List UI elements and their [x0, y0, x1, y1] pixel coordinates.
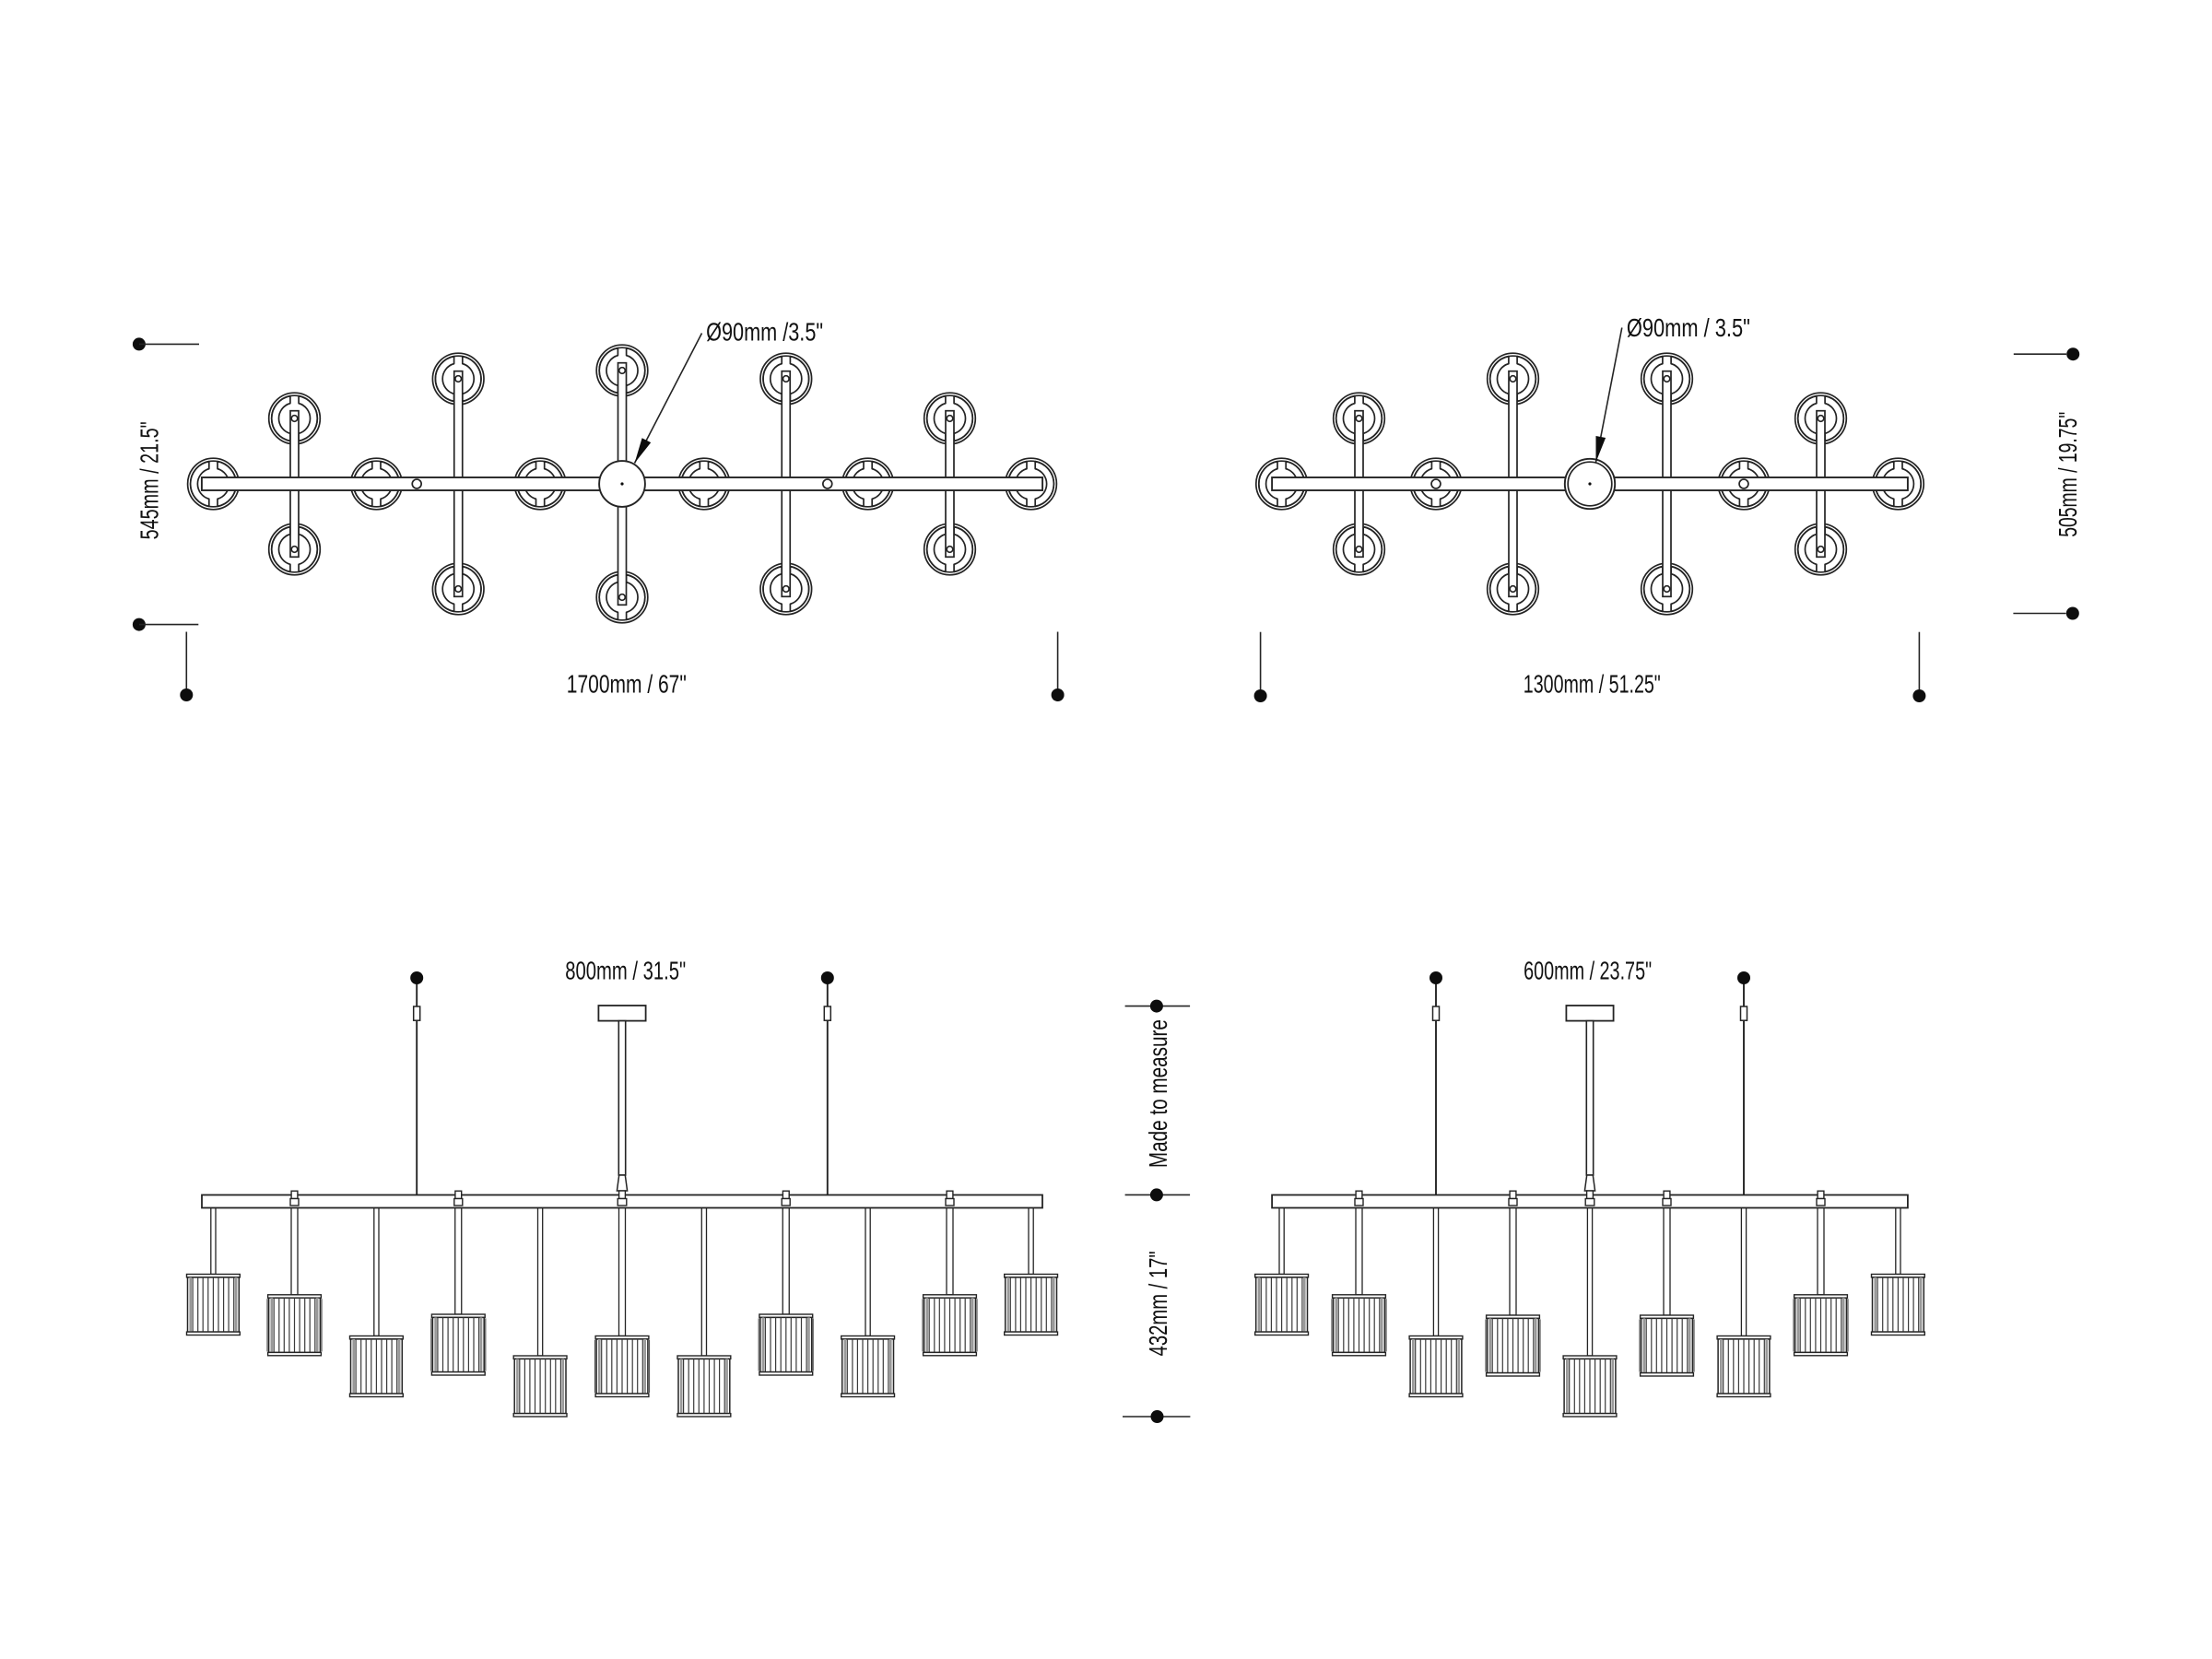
svg-text:Ø90mm /3.5": Ø90mm /3.5" [706, 317, 823, 346]
svg-text:432mm / 17": 432mm / 17" [1144, 1251, 1172, 1356]
svg-text:505mm / 19.75": 505mm / 19.75" [2053, 412, 2082, 537]
svg-text:545mm / 21.5": 545mm / 21.5" [135, 421, 164, 539]
svg-text:800mm / 31.5": 800mm / 31.5" [565, 957, 686, 985]
svg-text:600mm / 23.75": 600mm / 23.75" [1524, 957, 1652, 985]
svg-text:1300mm / 51.25": 1300mm / 51.25" [1524, 670, 1661, 699]
svg-text:1700mm / 67": 1700mm / 67" [567, 670, 687, 699]
svg-text:Made to measure: Made to measure [1144, 1019, 1172, 1168]
svg-text:Ø90mm / 3.5": Ø90mm / 3.5" [1627, 313, 1750, 342]
